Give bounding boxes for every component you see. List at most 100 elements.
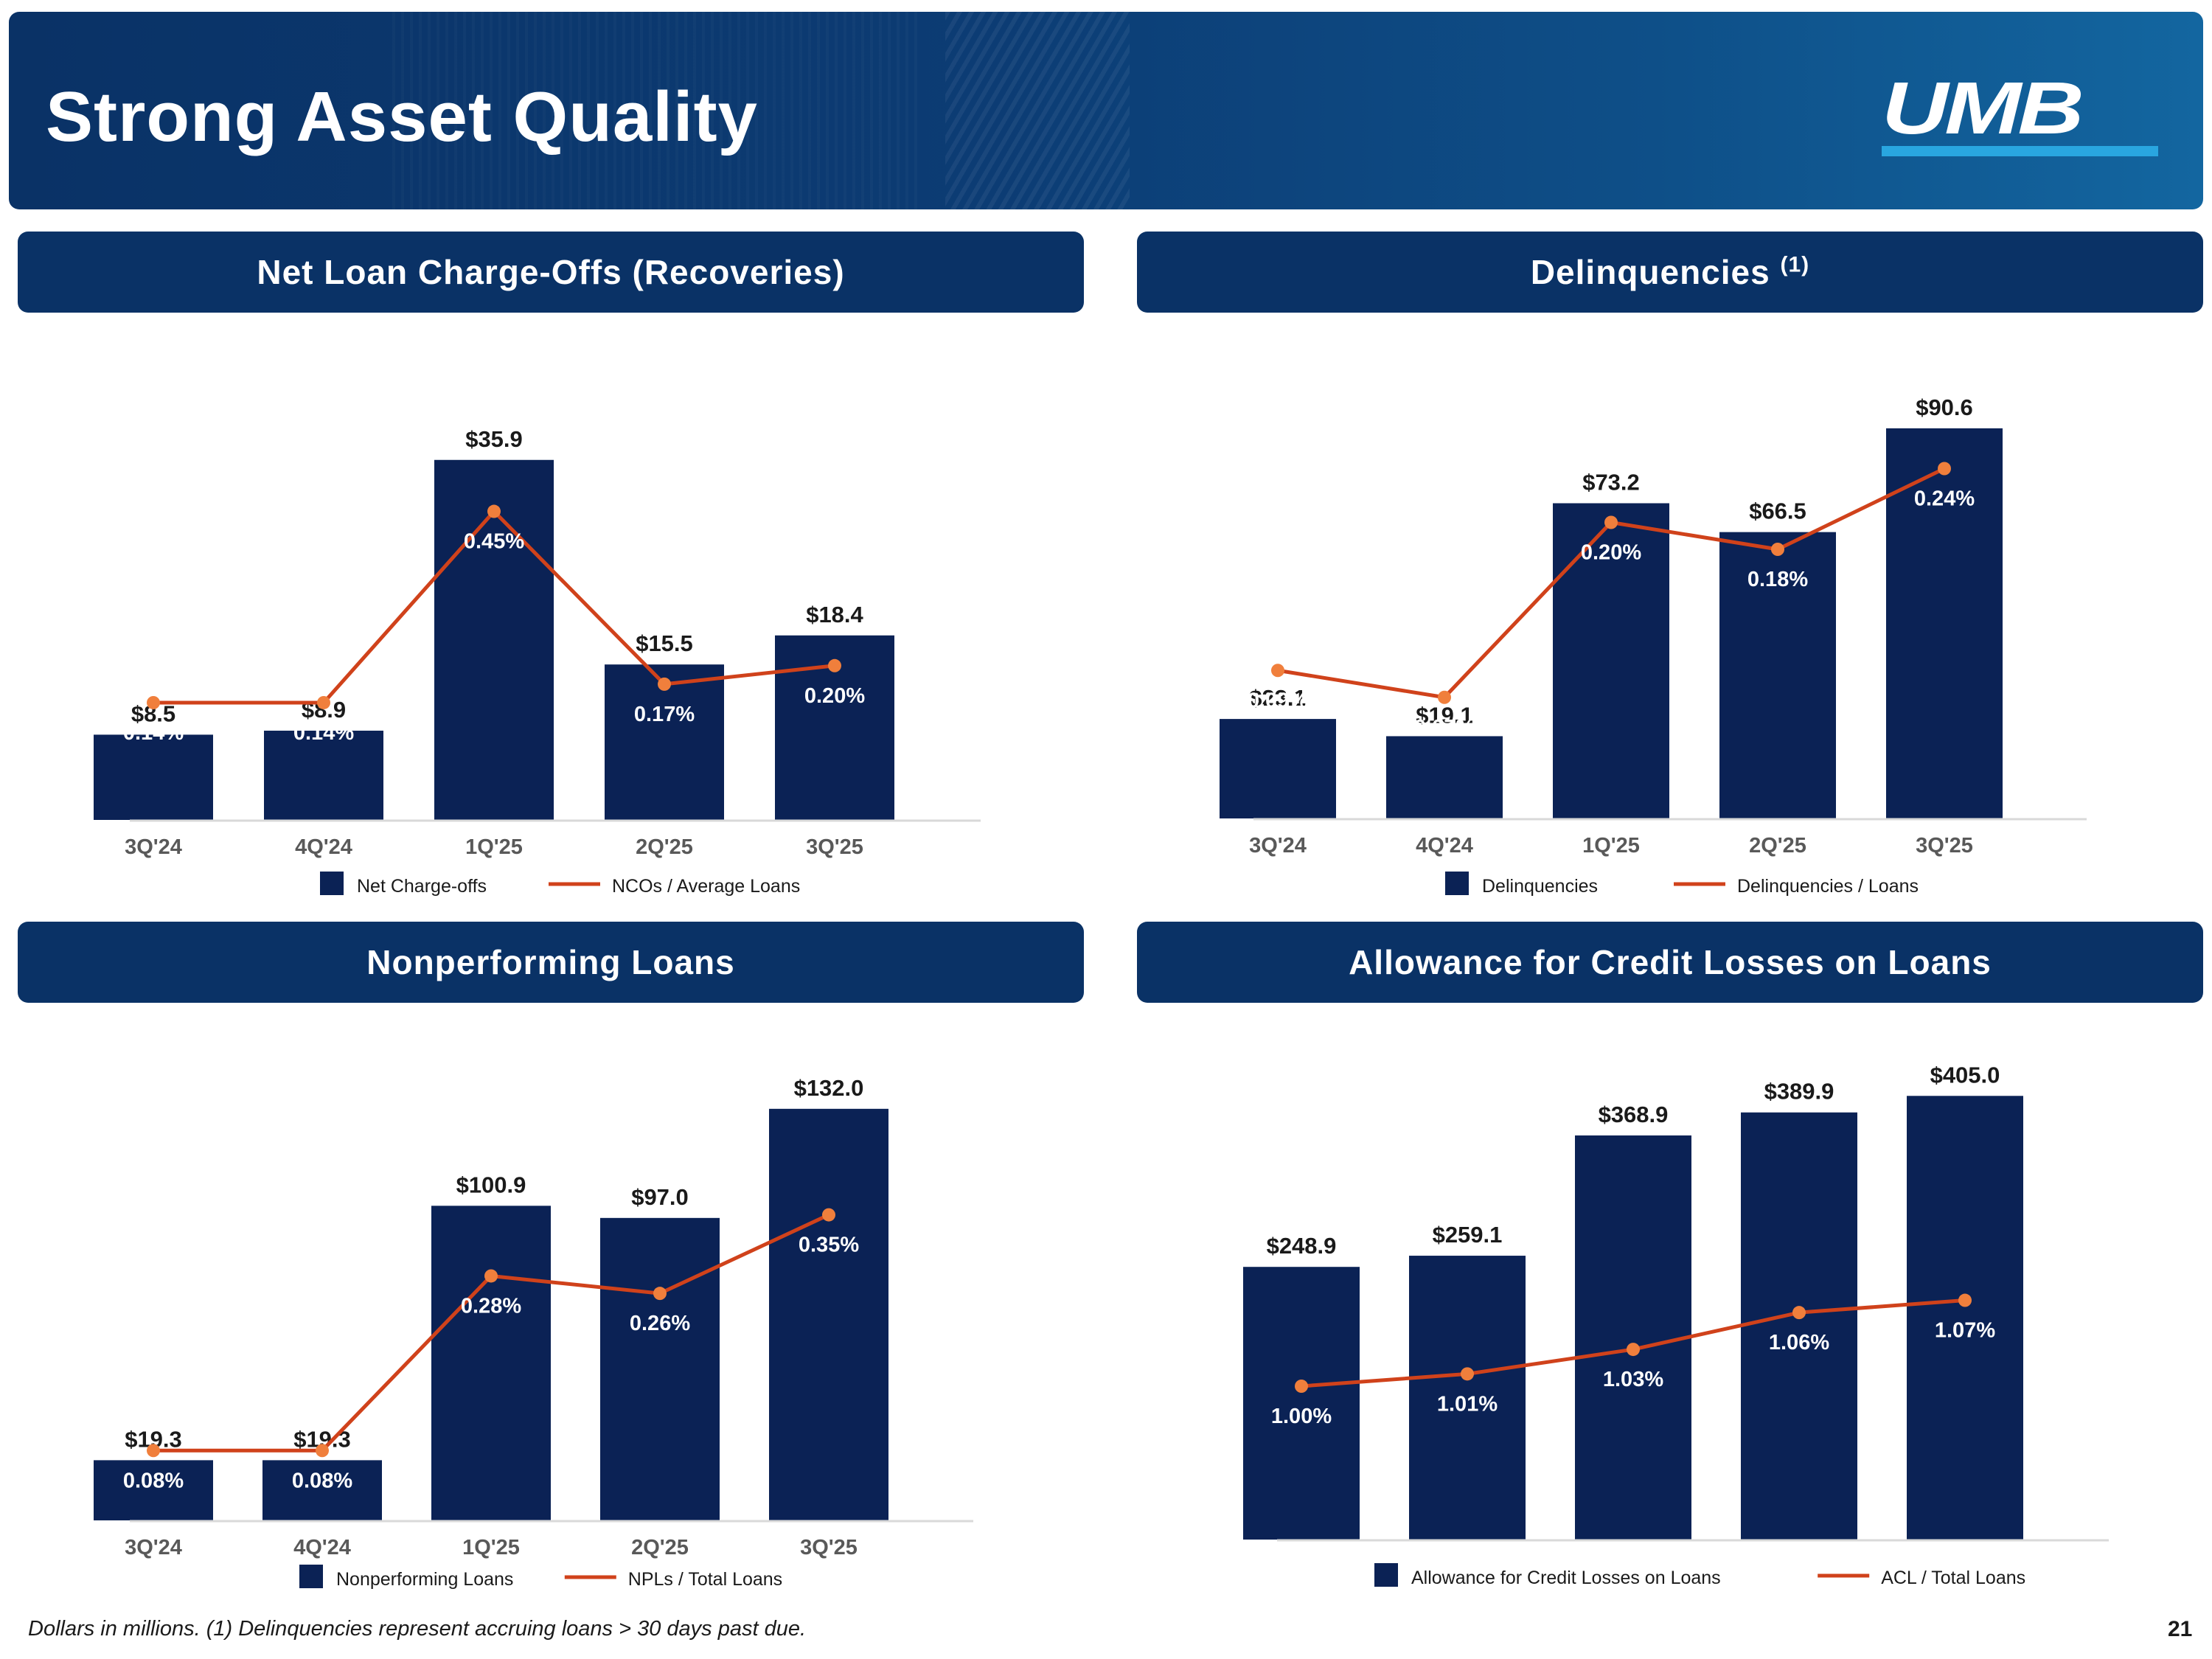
bar-value-label: $389.9 (1764, 1079, 1834, 1105)
ratio-point (147, 1444, 160, 1458)
bar (1886, 428, 2003, 818)
category-label: 1Q'25 (1582, 834, 1640, 858)
category-label: 3Q'25 (806, 835, 863, 859)
ratio-data-label: 0.14% (123, 721, 184, 745)
bar (1243, 1267, 1360, 1540)
bar-value-label: $23.1 (1249, 685, 1307, 711)
ratio-data-label: 1.03% (1603, 1368, 1663, 1391)
bar (1220, 719, 1336, 818)
bar-value-label: $100.9 (456, 1172, 526, 1197)
umb-logo: UMB (1882, 72, 2162, 159)
bar-value-label: $35.9 (465, 426, 523, 452)
ratio-data-label: 0.20% (1581, 541, 1641, 565)
ratio-point (1792, 1306, 1806, 1320)
bar (1553, 503, 1669, 818)
footnote: Dollars in millions. (1) Delinquencies r… (28, 1617, 807, 1641)
bar-value-label: $248.9 (1267, 1233, 1337, 1259)
legend-bar-swatch (1374, 1563, 1398, 1587)
legend-bar-swatch (1445, 872, 1469, 895)
category-label: 4Q'24 (1416, 834, 1473, 858)
legend-bar-swatch (320, 872, 344, 895)
ratio-data-label: 0.28% (461, 1294, 521, 1318)
bar (1741, 1112, 1857, 1540)
ratio-point (1461, 1367, 1474, 1381)
section-footnote-ref: (1) (1780, 252, 1810, 277)
ratio-point (822, 1208, 835, 1222)
ratio-data-label: 1.00% (1271, 1405, 1332, 1428)
bar (94, 734, 213, 820)
ratio-data-label: 0.14% (293, 721, 354, 745)
category-label: 3Q'24 (1249, 834, 1307, 858)
bar (1719, 532, 1836, 818)
ratio-data-label: 0.20% (804, 684, 865, 708)
legend-bar-label: Allowance for Credit Losses on Loans (1411, 1568, 1721, 1588)
legend-bar-label: Delinquencies (1482, 876, 1598, 897)
banner-texture (392, 12, 923, 209)
legend-line-label: ACL / Total Loans (1881, 1568, 2025, 1588)
category-label: 2Q'25 (636, 835, 693, 859)
ratio-data-label: 0.08% (123, 1469, 184, 1492)
title-banner: Strong Asset Quality UMB (9, 12, 2203, 209)
bar (769, 1108, 888, 1520)
page-title: Strong Asset Quality (46, 77, 758, 156)
logo-underline (1882, 146, 2158, 156)
category-label: 2Q'25 (631, 1536, 689, 1559)
ratio-data-label: 0.45% (464, 530, 524, 554)
net-charge-offs-chart: $8.5 $8.9$35.9$15.5$18.40.14% 0.14%0.45%0.… (94, 426, 981, 897)
legend-line-label: NCOs / Average Loans (612, 876, 800, 897)
section-header-net-charge-offs: Net Loan Charge-Offs (Recoveries) (18, 232, 1084, 313)
bar (264, 730, 383, 820)
ratio-data-label: 0.07% (1414, 716, 1475, 740)
ratio-data-label: 0.26% (630, 1312, 690, 1335)
bar-value-label: $15.5 (636, 630, 693, 656)
bar-value-label: $132.0 (794, 1075, 864, 1101)
allowance-chart: $248.9 $259.1 $368.9 $389.9 $405.0 1.00% 1.01%… (1243, 1062, 2109, 1588)
section-header-nonperforming-loans: Nonperforming Loans (18, 922, 1084, 1003)
ratio-data-label: 0.18% (1747, 568, 1808, 591)
bar (1409, 1256, 1526, 1540)
ratio-data-label: 0.35% (799, 1234, 859, 1257)
ratio-data-label: 1.01% (1437, 1392, 1498, 1416)
legend-line-label: NPLs / Total Loans (628, 1569, 782, 1590)
logo-text: UMB (1882, 67, 2084, 150)
ratio-point (1958, 1293, 1972, 1307)
section-header-allowance: Allowance for Credit Losses on Loans (1137, 922, 2203, 1003)
section-title: Allowance for Credit Losses on Loans (1349, 943, 1992, 981)
bar-value-label: $90.6 (1916, 394, 1973, 420)
ratio-data-label: 1.06% (1769, 1331, 1829, 1354)
ratio-data-label: 0.08% (292, 1469, 352, 1492)
bar-value-label: $368.9 (1599, 1102, 1669, 1127)
delinquencies-chart: $23.1 $19.1 $73.2 $66.5 $90.6 0.09% 0.07% 0.20%… (1220, 394, 2087, 897)
ratio-point (147, 695, 160, 709)
bar-value-label: $97.0 (631, 1184, 689, 1210)
ratio-point (484, 1269, 498, 1283)
ratio-point (828, 658, 841, 672)
ratio-point (1604, 515, 1618, 529)
category-label: 1Q'25 (465, 835, 523, 859)
bar (1907, 1096, 2023, 1540)
section-header-delinquencies: Delinquencies (1) (1137, 232, 2203, 313)
ratio-point (1627, 1343, 1640, 1357)
bar (262, 1460, 382, 1520)
bar-value-label: $259.1 (1433, 1222, 1503, 1248)
ratio-point (316, 1444, 329, 1458)
bar-value-label: $73.2 (1582, 470, 1640, 495)
ratio-point (487, 504, 501, 518)
bar-value-label: $19.1 (1416, 702, 1473, 728)
category-label: 4Q'24 (293, 1536, 351, 1559)
bar (1386, 736, 1503, 818)
ratio-point (317, 695, 330, 709)
section-title: Nonperforming Loans (366, 943, 735, 981)
ratio-data-label: 0.17% (634, 703, 695, 726)
category-label: 4Q'24 (295, 835, 352, 859)
ratio-point (1938, 462, 1951, 476)
bar (434, 459, 554, 820)
bar (94, 1460, 213, 1520)
category-label: 3Q'25 (800, 1536, 858, 1559)
bar-value-label: $18.4 (806, 602, 863, 627)
legend-bar-label: Nonperforming Loans (336, 1569, 513, 1590)
category-label: 3Q'25 (1916, 834, 1973, 858)
bar (600, 1217, 720, 1520)
category-label: 3Q'24 (125, 835, 182, 859)
bar (1575, 1135, 1691, 1540)
